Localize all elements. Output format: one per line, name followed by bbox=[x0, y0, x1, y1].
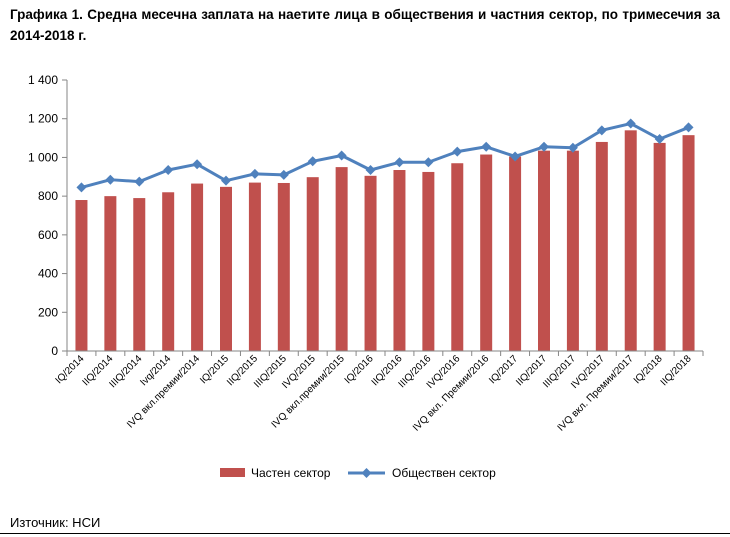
line-marker bbox=[221, 175, 231, 186]
bar bbox=[162, 192, 175, 351]
line-marker bbox=[654, 134, 665, 145]
legend: Частен сектор Обществен сектор bbox=[220, 466, 496, 480]
bar bbox=[566, 150, 579, 351]
source-note: Източник: НСИ bbox=[10, 515, 101, 530]
legend-marker-public bbox=[361, 468, 372, 478]
bar bbox=[133, 198, 146, 351]
line-marker bbox=[278, 169, 289, 180]
source-underline bbox=[0, 533, 730, 534]
bar bbox=[104, 196, 117, 351]
y-axis: 0 200 400 600 800 1 000 1 200 1 400 bbox=[28, 73, 68, 358]
legend-label-private: Частен сектор bbox=[251, 466, 331, 480]
bar bbox=[538, 150, 550, 351]
line-marker bbox=[249, 168, 260, 179]
line-marker bbox=[76, 182, 87, 193]
bar bbox=[480, 154, 493, 351]
legend-swatch-private bbox=[220, 468, 245, 477]
bar bbox=[75, 200, 88, 351]
bar bbox=[624, 130, 637, 351]
y-tick-label: 400 bbox=[38, 267, 58, 281]
y-tick-label: 1 000 bbox=[28, 150, 58, 164]
legend-label-public: Обществен сектор bbox=[392, 466, 496, 480]
line-marker bbox=[365, 165, 376, 176]
line-marker bbox=[596, 125, 607, 136]
line-series bbox=[76, 118, 694, 193]
bar bbox=[364, 175, 377, 351]
bar bbox=[191, 183, 204, 351]
line-marker bbox=[307, 156, 318, 167]
line-marker bbox=[105, 174, 116, 185]
bar bbox=[220, 186, 232, 351]
bar bbox=[595, 141, 608, 351]
line-marker bbox=[192, 159, 203, 170]
y-tick-label: 1 200 bbox=[28, 112, 58, 126]
bar bbox=[335, 167, 348, 351]
line-marker bbox=[336, 150, 347, 161]
line-marker bbox=[625, 118, 636, 129]
line-marker bbox=[394, 157, 405, 168]
line-marker bbox=[683, 122, 694, 133]
y-tick-label: 800 bbox=[38, 189, 58, 203]
y-tick-label: 600 bbox=[38, 228, 58, 242]
bar bbox=[509, 156, 522, 351]
public-sector-line bbox=[81, 122, 690, 189]
line-marker bbox=[134, 176, 145, 187]
bar bbox=[422, 171, 435, 351]
x-tick-label: IIQ/2018 bbox=[659, 353, 694, 388]
x-tick-label: IIIQ/2014 bbox=[108, 353, 145, 390]
bar bbox=[653, 142, 666, 351]
y-tick-label: 1 400 bbox=[28, 73, 58, 87]
y-tick-label: 0 bbox=[51, 344, 58, 358]
bar bbox=[393, 170, 406, 351]
line-marker bbox=[481, 141, 492, 152]
chart-title: Графика 1. Средна месечна заплата на нае… bbox=[10, 7, 720, 43]
bar bbox=[682, 135, 695, 351]
line-marker bbox=[423, 157, 434, 168]
bars bbox=[75, 130, 695, 351]
line-marker bbox=[163, 165, 174, 176]
y-tick-label: 200 bbox=[38, 305, 58, 319]
line-marker bbox=[510, 151, 521, 162]
bar bbox=[277, 182, 290, 351]
bar bbox=[248, 182, 261, 351]
line-marker bbox=[539, 141, 549, 152]
bar bbox=[306, 177, 319, 351]
bar bbox=[451, 163, 464, 351]
line-marker bbox=[567, 142, 578, 153]
line-marker bbox=[452, 146, 463, 157]
